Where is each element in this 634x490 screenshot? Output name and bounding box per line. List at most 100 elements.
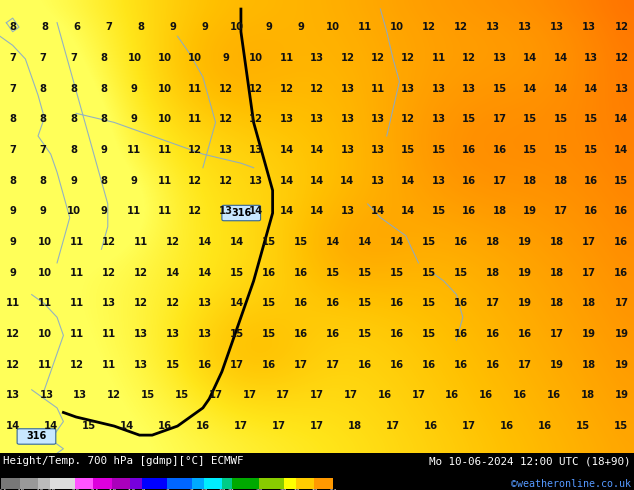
Text: 16: 16 xyxy=(424,421,438,431)
Text: 15: 15 xyxy=(493,84,507,94)
Text: 13: 13 xyxy=(249,145,263,155)
Text: 15: 15 xyxy=(141,391,155,400)
Text: 14: 14 xyxy=(340,175,354,186)
Text: 15: 15 xyxy=(584,114,598,124)
Text: 13: 13 xyxy=(134,360,148,369)
Text: 16: 16 xyxy=(196,421,210,431)
Bar xyxy=(112,477,130,489)
Text: 18: 18 xyxy=(553,175,567,186)
Text: 12: 12 xyxy=(219,114,233,124)
Text: 12: 12 xyxy=(401,114,415,124)
Text: 12: 12 xyxy=(134,298,148,308)
Text: 13: 13 xyxy=(582,22,597,32)
Text: 16: 16 xyxy=(614,206,628,216)
Text: 17: 17 xyxy=(234,421,248,431)
Bar xyxy=(314,477,333,489)
Text: 17: 17 xyxy=(462,421,476,431)
Text: 14: 14 xyxy=(553,84,567,94)
Text: 14: 14 xyxy=(120,421,134,431)
Text: 12: 12 xyxy=(310,84,324,94)
Text: 12: 12 xyxy=(219,175,233,186)
Text: 12: 12 xyxy=(102,268,116,278)
Text: 9: 9 xyxy=(10,268,16,278)
Text: 10: 10 xyxy=(127,53,141,63)
Text: 16: 16 xyxy=(538,421,552,431)
Text: 16: 16 xyxy=(454,329,469,339)
Text: 17: 17 xyxy=(550,329,564,339)
Text: 0: 0 xyxy=(165,489,169,490)
Text: 16: 16 xyxy=(462,206,476,216)
Text: 14: 14 xyxy=(310,206,324,216)
Text: 15: 15 xyxy=(553,114,567,124)
Text: 18: 18 xyxy=(219,489,226,490)
Text: 12: 12 xyxy=(166,298,180,308)
Text: 12: 12 xyxy=(614,53,628,63)
Text: 8: 8 xyxy=(100,53,108,63)
Text: 14: 14 xyxy=(553,53,567,63)
Text: 11: 11 xyxy=(188,114,202,124)
Text: 13: 13 xyxy=(280,114,294,124)
Text: 13: 13 xyxy=(432,114,446,124)
Text: 15: 15 xyxy=(576,421,590,431)
Text: 16: 16 xyxy=(454,360,469,369)
Text: 14: 14 xyxy=(523,53,537,63)
Text: 15: 15 xyxy=(454,268,469,278)
Text: 21: 21 xyxy=(228,489,235,490)
Text: 16: 16 xyxy=(486,329,500,339)
Text: 15: 15 xyxy=(614,175,628,186)
Text: 15: 15 xyxy=(462,114,476,124)
Text: 13: 13 xyxy=(432,84,446,94)
Bar xyxy=(38,477,50,489)
Text: 7: 7 xyxy=(70,53,77,63)
Text: 10: 10 xyxy=(230,22,244,32)
Text: 12: 12 xyxy=(422,22,436,32)
Text: 12: 12 xyxy=(340,53,354,63)
Bar xyxy=(20,477,38,489)
Text: 19: 19 xyxy=(550,360,564,369)
Text: 14: 14 xyxy=(358,237,372,247)
Bar xyxy=(191,477,204,489)
Text: 10: 10 xyxy=(326,22,340,32)
Text: 12: 12 xyxy=(280,84,294,94)
Text: 14: 14 xyxy=(230,237,244,247)
FancyBboxPatch shape xyxy=(222,205,261,221)
Text: 11: 11 xyxy=(70,268,84,278)
Text: 8: 8 xyxy=(39,84,47,94)
Text: 10: 10 xyxy=(37,268,52,278)
Bar xyxy=(259,477,284,489)
Text: 14: 14 xyxy=(44,421,58,431)
Text: 16: 16 xyxy=(326,329,340,339)
Text: 9: 9 xyxy=(101,145,107,155)
Text: 13: 13 xyxy=(584,53,598,63)
Text: 14: 14 xyxy=(401,175,415,186)
Text: 8: 8 xyxy=(100,114,108,124)
Text: 16: 16 xyxy=(294,298,308,308)
Text: Height/Temp. 700 hPa [gdmp][°C] ECMWF: Height/Temp. 700 hPa [gdmp][°C] ECMWF xyxy=(3,456,243,466)
Text: 13: 13 xyxy=(198,298,212,308)
Text: 15: 15 xyxy=(422,268,436,278)
Text: 13: 13 xyxy=(614,84,628,94)
Bar xyxy=(130,477,143,489)
Text: 16: 16 xyxy=(513,391,527,400)
Text: 8: 8 xyxy=(70,145,77,155)
Text: 9: 9 xyxy=(131,114,138,124)
Text: 16: 16 xyxy=(294,329,308,339)
Text: 11: 11 xyxy=(70,329,84,339)
Text: 10: 10 xyxy=(158,114,172,124)
Text: 17: 17 xyxy=(411,391,425,400)
Text: 8: 8 xyxy=(70,84,77,94)
Text: 14: 14 xyxy=(280,206,294,216)
Text: 14: 14 xyxy=(326,237,340,247)
Text: 7: 7 xyxy=(10,145,16,155)
Bar xyxy=(75,477,93,489)
Text: 11: 11 xyxy=(127,206,141,216)
Text: 14: 14 xyxy=(371,206,385,216)
Text: 13: 13 xyxy=(219,145,233,155)
Text: 12: 12 xyxy=(6,360,20,369)
Text: 10: 10 xyxy=(37,237,52,247)
Text: 15: 15 xyxy=(294,237,308,247)
Text: 15: 15 xyxy=(523,114,537,124)
Bar xyxy=(1,477,20,489)
Text: -42: -42 xyxy=(32,489,44,490)
Text: 13: 13 xyxy=(518,22,532,32)
